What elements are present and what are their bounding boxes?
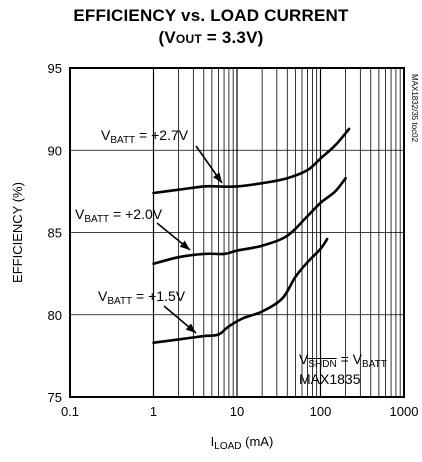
x-tick-label: 0.1: [61, 404, 79, 419]
x-tick-label: 1000: [390, 404, 419, 419]
lab1-sub: BATT: [84, 214, 109, 225]
x-tick-label: 10: [230, 404, 244, 419]
label-vbatt-2-7: VBATT = +2.7V: [101, 127, 189, 146]
y-tick-label: 90: [48, 143, 62, 158]
cond-eq: =: [337, 351, 353, 367]
y-tick-label: 95: [48, 61, 62, 76]
lab2-sub: BATT: [107, 296, 132, 307]
x-label-sub: LOAD: [214, 441, 241, 452]
cond-rhs-sub: BATT: [362, 359, 387, 370]
figure-id: MAX1832/35 toc02: [410, 74, 419, 143]
lab2-rest: = +1.5V: [132, 288, 186, 304]
cond-lhs-sub: SHDN: [308, 359, 336, 370]
lab0-sub: BATT: [110, 135, 135, 146]
y-tick-label: 85: [48, 226, 62, 241]
lab0-rest: = +2.7V: [135, 127, 189, 143]
y-tick-label: 75: [48, 390, 62, 405]
lab1-rest: = +2.0V: [109, 206, 163, 222]
label-vbatt-2-0: VBATT = +2.0V: [75, 206, 163, 225]
part-label: MAX1835: [299, 371, 361, 387]
x-tick-label: 1: [150, 404, 157, 419]
y-axis-label: EFFICIENCY (%): [10, 182, 25, 283]
x-axis-label: ILOAD (mA): [211, 434, 274, 452]
x-label-unit: (mA): [242, 434, 274, 449]
grid-lines: [70, 68, 404, 397]
arrow-2-7-head: [213, 173, 222, 183]
series-group: [154, 129, 350, 343]
x-tick-label: 100: [310, 404, 332, 419]
label-vbatt-1-5: VBATT = +1.5V: [98, 288, 186, 307]
y-tick-label: 80: [48, 308, 62, 323]
